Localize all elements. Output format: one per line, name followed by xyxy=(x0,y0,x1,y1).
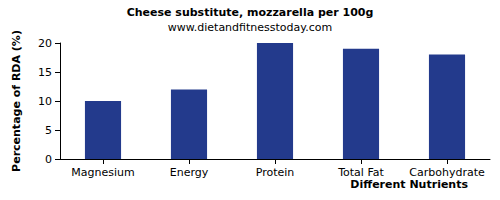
svg-text:0: 0 xyxy=(45,153,52,166)
svg-text:Different Nutrients: Different Nutrients xyxy=(350,178,468,191)
svg-text:Protein: Protein xyxy=(256,166,295,179)
svg-text:Total Fat: Total Fat xyxy=(337,166,384,179)
svg-text:Energy: Energy xyxy=(170,166,209,179)
svg-text:Carbohydrate: Carbohydrate xyxy=(409,166,485,179)
svg-text:10: 10 xyxy=(38,95,52,108)
svg-text:Percentage of RDA (%): Percentage of RDA (%) xyxy=(10,30,23,172)
svg-text:www.dietandfitnesstoday.com: www.dietandfitnesstoday.com xyxy=(168,21,332,34)
svg-text:15: 15 xyxy=(38,66,52,79)
svg-text:Magnesium: Magnesium xyxy=(71,166,134,179)
svg-text:Cheese substitute, mozzarella: Cheese substitute, mozzarella per 100g xyxy=(127,6,374,19)
svg-text:20: 20 xyxy=(38,37,52,50)
svg-text:5: 5 xyxy=(45,124,52,137)
